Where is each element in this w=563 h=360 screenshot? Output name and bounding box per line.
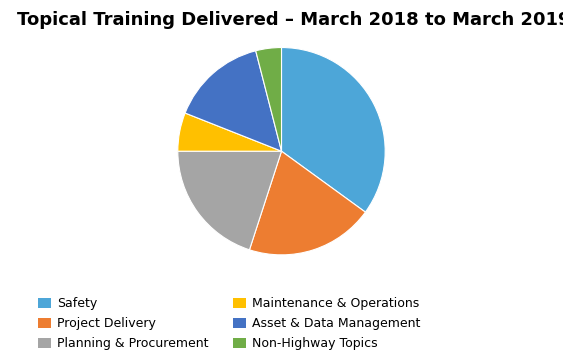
Wedge shape <box>249 151 365 255</box>
Text: Topical Training Delivered – March 2018 to March 2019: Topical Training Delivered – March 2018 … <box>17 11 563 29</box>
Wedge shape <box>256 48 282 151</box>
Wedge shape <box>178 113 282 151</box>
Wedge shape <box>178 151 282 250</box>
Legend: Safety, Project Delivery, Planning & Procurement, Maintenance & Operations, Asse: Safety, Project Delivery, Planning & Pro… <box>34 293 425 354</box>
Wedge shape <box>185 51 282 151</box>
Wedge shape <box>282 48 385 212</box>
